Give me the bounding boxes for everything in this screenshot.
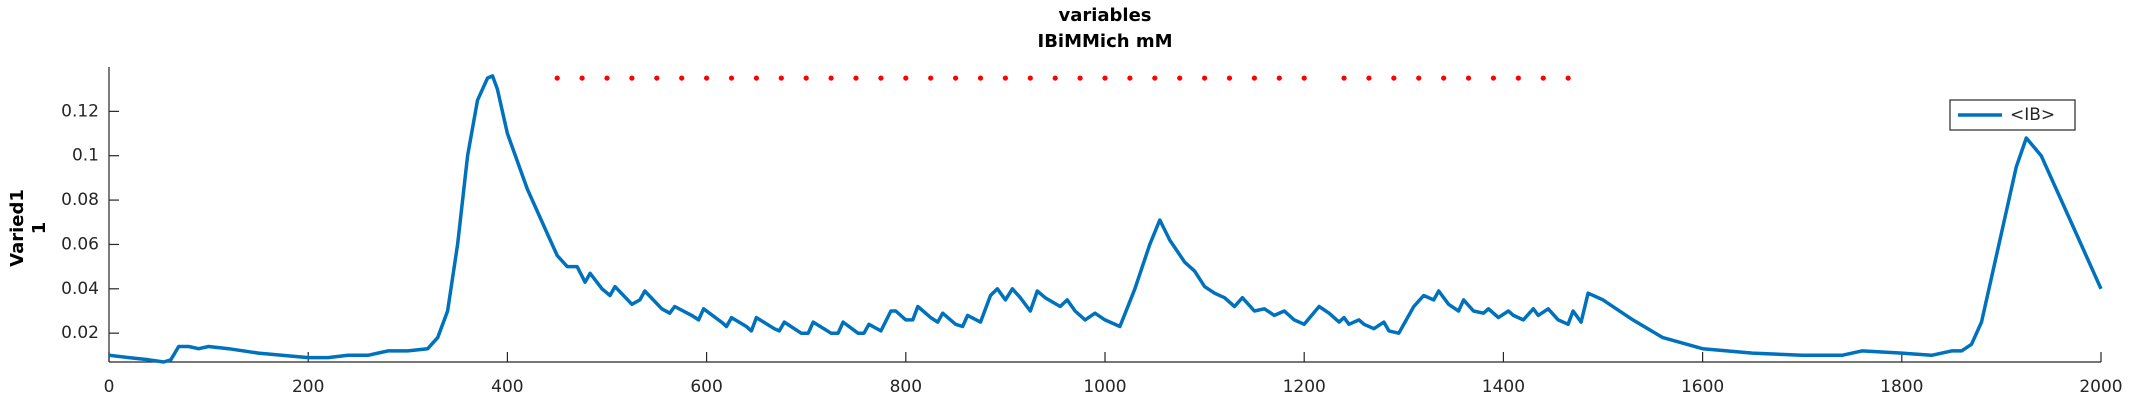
y-tick-label: 0.1 xyxy=(72,146,99,166)
x-tick-label: 1200 xyxy=(1283,377,1326,397)
marker-dot xyxy=(579,75,585,81)
y-tick-label: 0.04 xyxy=(61,279,99,299)
marker-dot xyxy=(679,75,685,81)
legend-label: <IB> xyxy=(2010,105,2055,125)
x-tick-label: 1000 xyxy=(1083,377,1126,397)
y-axis-label: 1 xyxy=(29,222,50,235)
marker-dot xyxy=(1152,75,1158,81)
marker-dot xyxy=(654,75,660,81)
x-tick-label: 600 xyxy=(690,377,722,397)
marker-dot xyxy=(1251,75,1257,81)
x-tick-label: 1800 xyxy=(1880,377,1923,397)
marker-dot xyxy=(753,75,760,81)
chart-title: IBiMMich mM xyxy=(1038,31,1173,52)
marker-dot xyxy=(903,75,909,81)
marker-dot xyxy=(977,75,984,81)
marker-dot xyxy=(1077,75,1083,81)
marker-dot xyxy=(629,75,635,81)
marker-dot xyxy=(928,75,934,81)
x-tick-label: 1400 xyxy=(1482,377,1525,397)
marker-dot xyxy=(1002,75,1009,81)
x-tick-label: 800 xyxy=(890,377,922,397)
marker-dot xyxy=(778,75,784,81)
marker-dot xyxy=(1027,75,1033,81)
chart-title: variables xyxy=(1058,5,1151,26)
marker-dot xyxy=(1301,75,1307,81)
y-tick-label: 0.08 xyxy=(61,190,99,210)
x-tick-label: 200 xyxy=(292,377,324,397)
x-tick-label: 1600 xyxy=(1681,377,1724,397)
marker-dot xyxy=(878,75,884,81)
marker-dot xyxy=(604,75,610,81)
marker-dot xyxy=(853,75,859,81)
marker-dot xyxy=(828,75,834,81)
data-line xyxy=(108,74,2103,364)
marker-dot xyxy=(1102,75,1108,81)
marker-dot xyxy=(1540,75,1546,81)
marker-dot xyxy=(1465,75,1472,81)
marker-dot xyxy=(554,75,560,81)
y-tick-label: 0.06 xyxy=(61,234,99,254)
y-axis-label: Varied1 xyxy=(7,189,28,267)
marker-dot xyxy=(1366,75,1372,81)
x-tick-label: 400 xyxy=(491,377,523,397)
marker-dot xyxy=(803,75,809,81)
y-tick-label: 0.02 xyxy=(61,323,99,343)
y-tick-label: 0.12 xyxy=(61,101,99,121)
marker-dot xyxy=(1276,75,1282,81)
marker-dot xyxy=(1052,75,1058,81)
marker-dot xyxy=(1441,75,1447,81)
x-tick-label: 2000 xyxy=(2079,377,2122,397)
x-tick-label: 0 xyxy=(104,377,115,397)
marker-dot xyxy=(1391,75,1397,81)
marker-dot xyxy=(1226,75,1233,81)
marker-dot xyxy=(1177,75,1183,81)
marker-dot xyxy=(1515,75,1521,81)
marker-dot xyxy=(1341,75,1347,81)
marker-dot xyxy=(1416,75,1422,81)
marker-dot xyxy=(728,75,735,81)
marker-dot xyxy=(1565,75,1571,81)
marker-dot xyxy=(953,75,959,81)
marker-dot xyxy=(1490,75,1497,81)
marker-dot xyxy=(1127,75,1133,81)
marker-dot xyxy=(1202,75,1208,81)
marker-dot xyxy=(704,75,710,81)
